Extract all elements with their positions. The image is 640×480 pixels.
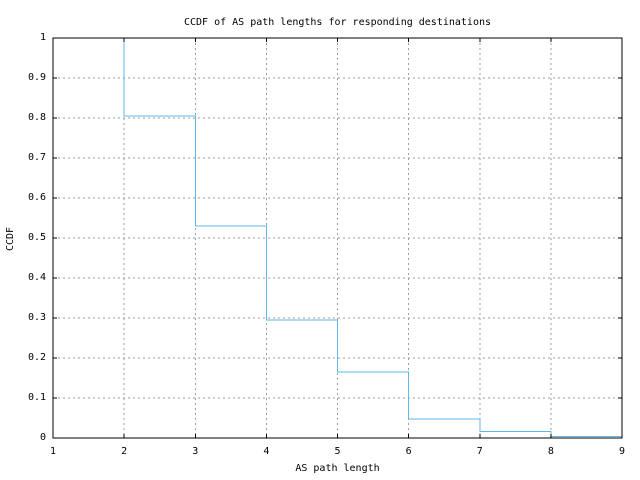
- y-tick-label-0: 0: [39, 432, 46, 443]
- x-tick-label-6: 6: [405, 446, 412, 457]
- x-tick-label-7: 7: [476, 446, 483, 457]
- y-tick-label-0.3: 0.3: [27, 312, 46, 323]
- y-tick-label-0.7: 0.7: [27, 152, 46, 163]
- y-tick-label-1: 1: [39, 32, 46, 43]
- y-tick-label-0.4: 0.4: [27, 272, 46, 283]
- y-tick-label-0.2: 0.2: [27, 352, 46, 363]
- y-tick-label-0.5: 0.5: [27, 232, 46, 243]
- x-tick-label-3: 3: [192, 446, 199, 457]
- chart-title: CCDF of AS path lengths for responding d…: [183, 17, 492, 28]
- x-axis-label: AS path length: [295, 463, 380, 474]
- x-tick-label-5: 5: [334, 446, 341, 457]
- x-tick-label-1: 1: [49, 446, 57, 457]
- x-tick-label-2: 2: [121, 446, 128, 457]
- x-tick-label-9: 9: [618, 446, 626, 457]
- y-tick-label-0.1: 0.1: [27, 392, 46, 403]
- y-tick-label-0.8: 0.8: [27, 112, 46, 123]
- y-tick-label-0.9: 0.9: [27, 72, 46, 83]
- ccdf-step-line: [53, 37, 622, 437]
- x-tick-label-8: 8: [547, 446, 554, 457]
- y-tick-label-0.6: 0.6: [27, 192, 46, 203]
- x-tick-label-4: 4: [263, 446, 270, 457]
